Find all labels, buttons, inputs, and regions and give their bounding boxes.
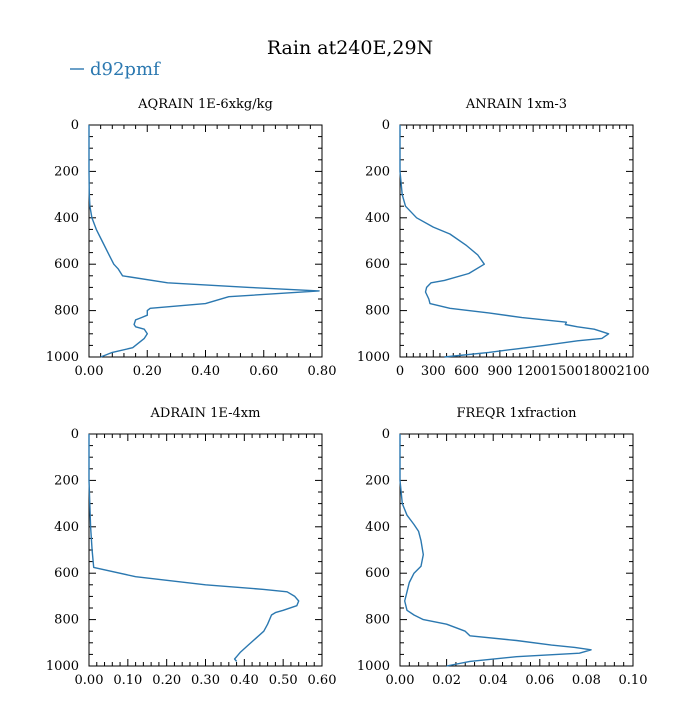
y-tick-label: 400 bbox=[54, 211, 79, 226]
plot-frame bbox=[399, 124, 634, 358]
x-tick-label: 0 bbox=[396, 364, 404, 379]
panel-group: AQRAIN 1E-6xkg/kg 0.00 0.20 0.40 0.60 0.80 0 20… bbox=[46, 97, 650, 688]
y-tick-label: 400 bbox=[365, 211, 390, 226]
y-tick-label: 0 bbox=[382, 118, 390, 133]
x-tick-label: 0.00 bbox=[75, 364, 104, 379]
y-tick-label: 0 bbox=[71, 427, 79, 442]
x-tick-label: 600 bbox=[454, 364, 479, 379]
x-tick-label: 0.00 bbox=[75, 673, 104, 688]
y-tick-label: 600 bbox=[365, 257, 390, 272]
y-tick-label: 0 bbox=[71, 118, 79, 133]
panel-1: AQRAIN 1E-6xkg/kg 0.00 0.20 0.40 0.60 0.80 0 20… bbox=[46, 97, 337, 379]
series-line-d92pmf bbox=[88, 434, 300, 662]
x-tick-label: 0.30 bbox=[191, 673, 220, 688]
x-tick-label: 0.08 bbox=[572, 673, 601, 688]
x-tick-label: 0.50 bbox=[269, 673, 298, 688]
plot-frame bbox=[88, 124, 323, 358]
x-tick-label: 900 bbox=[487, 364, 512, 379]
y-tick-label: 800 bbox=[54, 613, 79, 628]
panel-4: FREQR 1xfraction 0.00 0.02 0.04 0.06 0.08 0.10… bbox=[357, 406, 648, 688]
x-tick-label: 0.40 bbox=[230, 673, 259, 688]
y-tick-label: 0 bbox=[382, 427, 390, 442]
x-tick-label: 300 bbox=[421, 364, 446, 379]
y-tick-label: 600 bbox=[365, 566, 390, 581]
y-tick-label: 800 bbox=[54, 304, 79, 319]
x-tick-label: 0.20 bbox=[133, 364, 162, 379]
series-line-d92pmf bbox=[88, 125, 320, 358]
panel-title: AQRAIN 1E-6xkg/kg bbox=[137, 97, 273, 112]
series-line-d92pmf bbox=[399, 434, 592, 667]
y-tick-label: 600 bbox=[54, 257, 79, 272]
y-tick-label: 1000 bbox=[357, 659, 390, 674]
y-tick-label: 400 bbox=[54, 520, 79, 535]
x-tick-label: 0.60 bbox=[308, 673, 337, 688]
panel-3: ADRAIN 1E-4xm 0.00 0.10 0.20 0.30 0.40 0.50 0.6… bbox=[46, 406, 337, 688]
x-tick-label: 1500 bbox=[550, 364, 583, 379]
y-tick-label: 800 bbox=[365, 304, 390, 319]
panel-title: ADRAIN 1E-4xm bbox=[150, 406, 261, 421]
plot-frame bbox=[88, 433, 323, 667]
x-tick-label: 0.04 bbox=[479, 673, 508, 688]
figure-title: Rain at240E,29N bbox=[267, 37, 433, 59]
x-tick-label: 0.02 bbox=[432, 673, 461, 688]
x-tick-label: 0.60 bbox=[249, 364, 278, 379]
plot-frame bbox=[399, 433, 634, 667]
x-tick-label: 0.00 bbox=[386, 673, 415, 688]
x-tick-label: 0.40 bbox=[191, 364, 220, 379]
x-tick-label: 0.20 bbox=[152, 673, 181, 688]
y-tick-label: 200 bbox=[54, 164, 79, 179]
y-tick-label: 1000 bbox=[46, 659, 79, 674]
legend-label: d92pmf bbox=[90, 59, 161, 80]
series-line-d92pmf bbox=[399, 125, 610, 358]
y-tick-label: 800 bbox=[365, 613, 390, 628]
y-tick-label: 200 bbox=[365, 164, 390, 179]
panel-title: ANRAIN 1xm-3 bbox=[465, 97, 567, 112]
y-tick-label: 400 bbox=[365, 520, 390, 535]
panel-2: ANRAIN 1xm-3 0 300 600 900 1200 1500 1800 2100 0 2… bbox=[357, 97, 650, 379]
x-tick-label: 0.10 bbox=[113, 673, 142, 688]
panel-title: FREQR 1xfraction bbox=[456, 406, 577, 421]
x-tick-label: 1800 bbox=[583, 364, 616, 379]
x-tick-label: 1200 bbox=[517, 364, 550, 379]
y-tick-label: 200 bbox=[54, 473, 79, 488]
x-tick-label: 0.06 bbox=[525, 673, 554, 688]
x-tick-label: 2100 bbox=[616, 364, 649, 379]
x-tick-label: 0.10 bbox=[619, 673, 648, 688]
y-tick-label: 200 bbox=[365, 473, 390, 488]
y-tick-label: 600 bbox=[54, 566, 79, 581]
x-tick-label: 0.80 bbox=[308, 364, 337, 379]
y-tick-label: 1000 bbox=[46, 350, 79, 365]
y-tick-label: 1000 bbox=[357, 350, 390, 365]
